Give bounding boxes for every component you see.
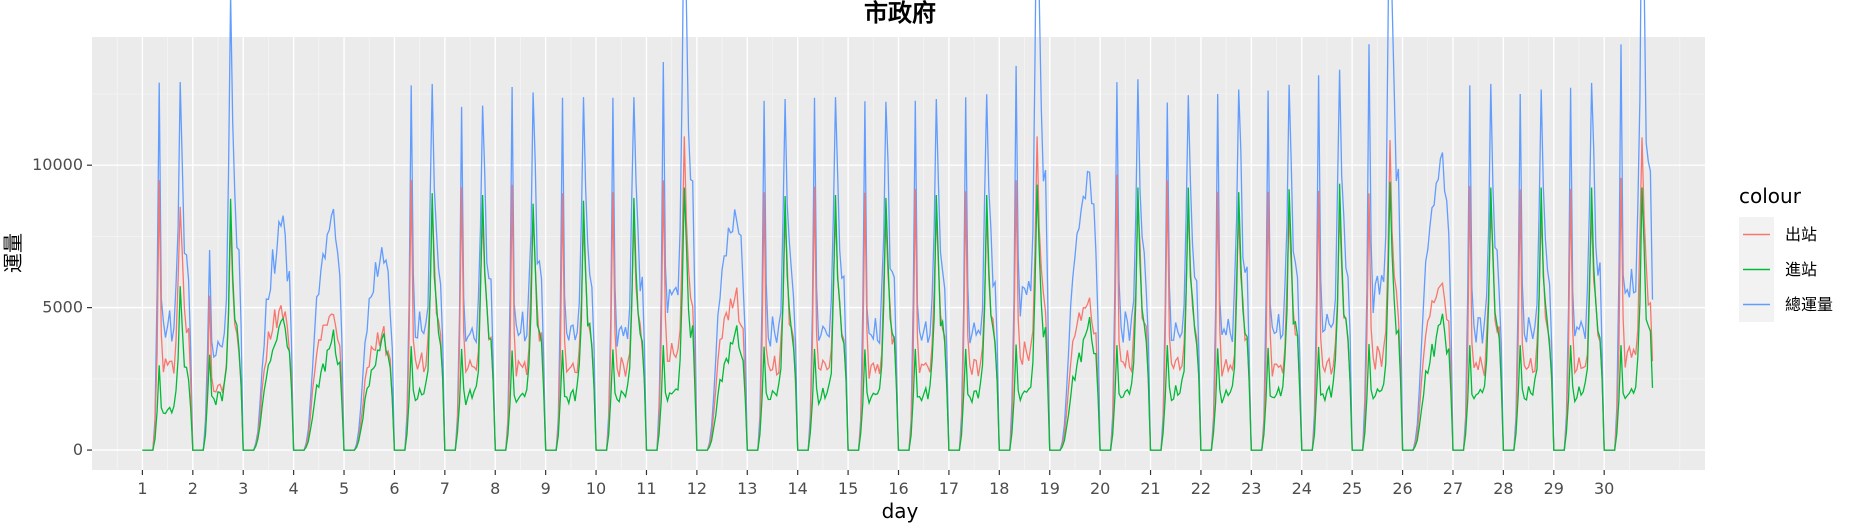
x-tick-label: 8 (490, 479, 500, 498)
x-tick-label: 4 (289, 479, 299, 498)
x-tick-label: 23 (1241, 479, 1261, 498)
x-tick-label: 26 (1392, 479, 1412, 498)
x-tick-label: 30 (1594, 479, 1614, 498)
y-tick-label: 0 (73, 440, 83, 459)
legend-label: 進站 (1785, 260, 1817, 279)
x-tick-label: 1 (137, 479, 147, 498)
x-tick-label: 24 (1292, 479, 1312, 498)
x-tick-label: 11 (636, 479, 656, 498)
x-tick-label: 10 (586, 479, 606, 498)
x-tick-label: 29 (1544, 479, 1564, 498)
y-axis-title: 運量 (1, 233, 25, 273)
x-tick-label: 6 (389, 479, 399, 498)
x-tick-label: 25 (1342, 479, 1362, 498)
series-lines (142, 0, 1654, 451)
x-tick-label: 12 (687, 479, 707, 498)
minor-gridlines (92, 37, 1705, 470)
y-axis: 0 5000 10000 (32, 155, 92, 459)
x-tick-label: 7 (440, 479, 450, 498)
x-tick-label: 16 (888, 479, 908, 498)
legend-title: colour (1739, 184, 1802, 208)
x-tick-label: 18 (989, 479, 1009, 498)
x-tick-label: 27 (1443, 479, 1463, 498)
x-tick-label: 5 (339, 479, 349, 498)
x-tick-label: 21 (1140, 479, 1160, 498)
x-tick-label: 15 (838, 479, 858, 498)
y-tick-label: 10000 (32, 155, 83, 174)
x-tick-label: 2 (188, 479, 198, 498)
x-tick-label: 9 (541, 479, 551, 498)
major-gridlines (92, 37, 1705, 470)
series-line (142, 181, 1654, 451)
x-axis: 1 2 3 4 5 6 7 8 9 10 11 12 13 14 15 16 17 18 19 20 21 22 23 24 2… (137, 470, 1614, 498)
x-tick-label: 22 (1191, 479, 1211, 498)
legend-label: 總運量 (1785, 295, 1833, 314)
legend-label: 出站 (1785, 225, 1817, 244)
chart-title: 市政府 (864, 0, 936, 27)
x-tick-label: 19 (1040, 479, 1060, 498)
x-tick-label: 28 (1493, 479, 1513, 498)
x-axis-title: day (882, 499, 919, 523)
x-tick-label: 20 (1090, 479, 1110, 498)
x-tick-label: 13 (737, 479, 757, 498)
x-tick-label: 14 (788, 479, 808, 498)
y-tick-label: 5000 (42, 298, 83, 317)
x-tick-label: 17 (939, 479, 959, 498)
x-tick-label: 3 (238, 479, 248, 498)
